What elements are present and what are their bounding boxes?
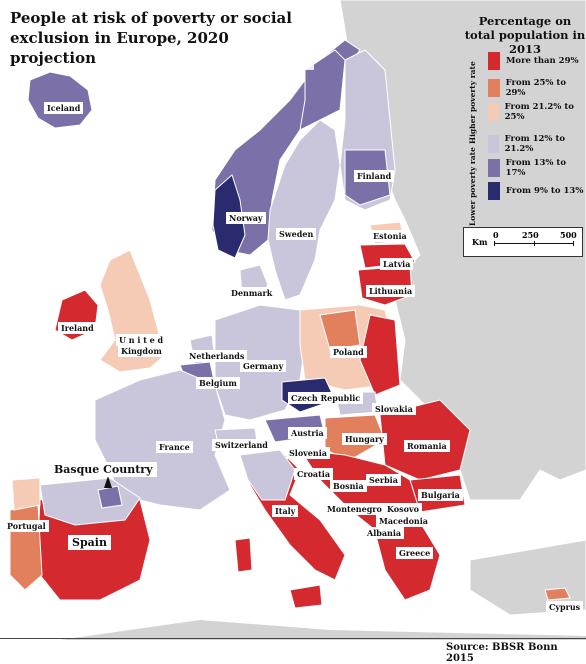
label-finland: Finland [354,170,395,182]
label-latvia: Latvia [380,258,414,270]
footer-divider [0,638,586,639]
legend-higher-group: Higher poverty rate [468,61,477,144]
label-italy: Italy [272,505,299,517]
label-slovenia: Slovenia [286,447,330,459]
label-slovakia: Slovakia [372,403,416,415]
legend-swatch-0 [488,52,500,70]
label-bulgaria: Bulgaria [418,489,463,501]
source-note: Source: BBSR Bonn 2015 [446,642,558,664]
scale-tick-2: 500 [560,230,577,240]
legend-swatch-2 [488,103,499,121]
legend-item-0: More than 29% [488,52,579,70]
region-basque [97,485,123,509]
label-netherlands: Netherlands [186,350,248,362]
region-iceland [27,71,93,129]
scale-tick-mark-0 [494,241,495,246]
label-estonia: Estonia [370,230,410,242]
label-sweden: Sweden [276,228,317,240]
legend-label-5: From 9% to 13% [506,186,584,196]
region-cyprus [544,587,571,601]
label-serbia: Serbia [366,474,401,486]
scale-tick-mark-1 [534,241,535,246]
legend: Percentage on total population in 2013 H… [464,14,586,226]
label-denmark: Denmark [228,287,276,299]
label-austria: Austria [288,427,327,439]
legend-label-4: From 13% to 17% [505,158,567,178]
label-montenegro: Montenegro [324,503,385,515]
label-ireland: Ireland [58,322,97,334]
region-portugal-north [11,477,41,511]
scale-tick-1: 250 [522,230,539,240]
scale-unit: Km [472,237,488,247]
scale-bar: Km 0 250 500 [463,227,583,257]
legend-lower-group: Lower poverty rate [468,147,477,226]
region-sicily [289,584,323,609]
legend-swatch-1 [488,79,500,97]
region-sardinia [234,537,253,573]
label-cyprus: Cyprus [546,601,584,613]
label-czech: Czech Republic [288,392,364,404]
label-spain: Spain [68,535,111,550]
scale-tick-mark-2 [573,241,574,246]
label-uk-line2: Kingdom [118,345,165,357]
legend-label-3: From 12% to 21.2% [504,134,566,154]
basque-arrow [104,476,112,488]
label-iceland: Iceland [44,102,84,114]
region-italy-north [239,449,296,501]
label-france: France [156,441,193,453]
legend-item-2: From 21.2% to 25% [488,102,586,122]
legend-item-5: From 9% to 13% [488,182,583,200]
label-portugal: Portugal [4,520,49,532]
label-switzerland: Switzerland [212,439,271,451]
legend-label-2: From 21.2% to 25% [504,102,574,122]
label-macedonia: Macedonia [376,515,431,527]
region-portugal [9,504,43,591]
scale-tick-0: 0 [493,230,499,240]
label-uk-line1: U n i t e d [116,334,167,346]
legend-swatch-3 [488,135,499,153]
non-eu-north-africa [60,620,586,640]
legend-item-1: From 25% to 29% [488,78,586,98]
label-germany: Germany [240,360,287,372]
label-hungary: Hungary [342,433,387,445]
label-norway: Norway [226,212,266,224]
legend-item-4: From 13% to 17% [488,158,586,178]
legend-swatch-5 [488,182,500,200]
region-poland-dark [319,309,361,351]
legend-label-1: From 25% to 29% [505,78,567,98]
label-greece: Greece [396,547,434,559]
label-lithuania: Lithuania [366,285,416,297]
label-croatia: Croatia [294,468,334,480]
legend-label-0: More than 29% [506,56,579,66]
label-poland: Poland [330,346,367,358]
label-romania: Romania [404,440,450,452]
region-sweden [267,119,341,301]
label-basque: Basque Country [50,462,157,477]
label-belgium: Belgium [196,377,240,389]
legend-item-3: From 12% to 21.2% [488,134,586,154]
region-sweden-north [299,49,346,131]
label-bosnia: Bosnia [330,480,367,492]
legend-swatch-4 [488,159,500,177]
label-albania: Albania [364,527,405,539]
legend-title: Percentage on total population in 2013 [464,14,586,56]
label-kosovo: Kosovo [384,503,422,515]
map-title: People at risk of poverty or social excl… [6,6,314,70]
